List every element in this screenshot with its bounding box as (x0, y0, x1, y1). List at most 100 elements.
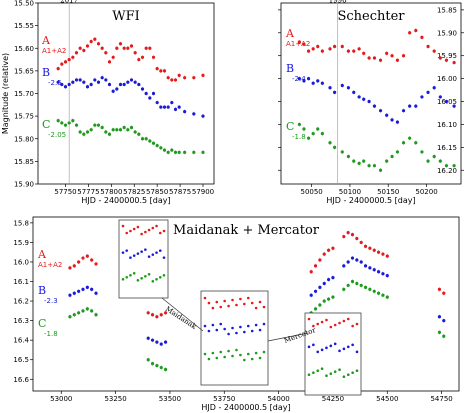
data-point (320, 49, 324, 53)
y-tick-label: 16.2 (13, 298, 29, 306)
data-point (355, 258, 359, 262)
y-tick-label: 16.20 (437, 167, 457, 175)
series-sublabel: -2.3 (44, 297, 58, 305)
inset-point (158, 275, 162, 279)
data-point (82, 80, 86, 84)
y-tick-label: 15.95 (437, 52, 457, 60)
y-tick-label: 15.9 (13, 239, 29, 247)
data-point (170, 78, 174, 82)
inset-point (333, 342, 337, 346)
data-point (408, 136, 412, 140)
data-point (115, 87, 119, 91)
data-point (362, 159, 366, 163)
x-tick-label: 54000 (267, 395, 289, 403)
data-point (68, 293, 72, 297)
data-point (148, 96, 152, 100)
data-point (150, 362, 155, 366)
data-point (100, 46, 104, 50)
data-point (126, 46, 130, 50)
y-tick-label: 16.00 (437, 75, 457, 83)
data-point (362, 97, 366, 101)
inset-point (121, 224, 125, 228)
inset-point (254, 323, 258, 327)
series-sublabel: A1+A2 (286, 40, 310, 48)
data-point (331, 246, 335, 250)
data-point (177, 105, 181, 109)
inset-point (333, 370, 337, 373)
data-point (333, 90, 337, 94)
data-point (363, 285, 368, 289)
data-point (444, 58, 449, 62)
data-point (414, 141, 418, 145)
y-tick-label: 15.90 (14, 181, 34, 189)
inset-point (231, 298, 234, 302)
series-A (56, 37, 205, 83)
data-point (367, 164, 371, 168)
data-point (376, 250, 381, 254)
inset-point (351, 371, 354, 374)
inset-point (207, 329, 211, 333)
inset-point (355, 369, 359, 372)
x-tick-label: 57850 (146, 188, 168, 196)
data-point (401, 54, 406, 58)
data-point (395, 120, 400, 124)
inset-point (338, 368, 341, 371)
data-point (137, 57, 141, 62)
data-point (444, 99, 449, 104)
data-point (77, 289, 81, 293)
y-tick-label: 15.8 (13, 219, 29, 227)
data-point (346, 260, 350, 264)
data-point (359, 260, 363, 264)
inset-point (203, 296, 207, 300)
data-point (107, 60, 112, 64)
x-tick-label: 53250 (104, 395, 126, 403)
data-point (408, 104, 412, 108)
data-point (94, 291, 98, 295)
data-point (137, 132, 141, 136)
inset-point (121, 277, 125, 281)
inset-point (342, 375, 346, 378)
inset-point (262, 322, 266, 326)
inset-point (121, 251, 125, 254)
data-point (115, 46, 119, 50)
y-tick-label: 16.6 (13, 376, 29, 384)
data-point (309, 270, 313, 274)
data-point (378, 168, 383, 172)
data-point (368, 246, 372, 250)
data-point (302, 79, 306, 83)
inset-point (342, 347, 346, 351)
series-A (68, 230, 446, 319)
inset-point (307, 345, 311, 349)
data-point (122, 82, 126, 87)
data-point (173, 150, 178, 154)
inset-point (246, 324, 250, 328)
data-point (118, 128, 123, 132)
inset-point (147, 228, 151, 232)
x-tick-label: 57775 (77, 188, 99, 196)
data-point (170, 148, 174, 152)
data-point (173, 107, 178, 111)
y-tick-label: 15.60 (14, 45, 34, 53)
data-point (320, 131, 324, 136)
data-point (56, 67, 60, 71)
plot-frame (37, 2, 215, 185)
data-point (438, 95, 442, 99)
data-point (78, 130, 82, 134)
inset-point (147, 272, 151, 276)
inset-point (346, 317, 350, 321)
data-point (192, 150, 196, 154)
data-point (81, 287, 85, 291)
data-point (342, 264, 346, 268)
inset-arrow (267, 332, 309, 342)
data-point (328, 141, 332, 145)
inset-point (243, 302, 246, 306)
data-point (401, 109, 406, 113)
inset-point (223, 327, 226, 331)
inset-point (140, 232, 143, 236)
data-point (166, 150, 170, 154)
data-point (67, 121, 71, 125)
data-point (438, 159, 442, 163)
series-C (56, 118, 205, 155)
inset-point (239, 297, 242, 301)
x-tick-label: 54500 (376, 395, 398, 403)
